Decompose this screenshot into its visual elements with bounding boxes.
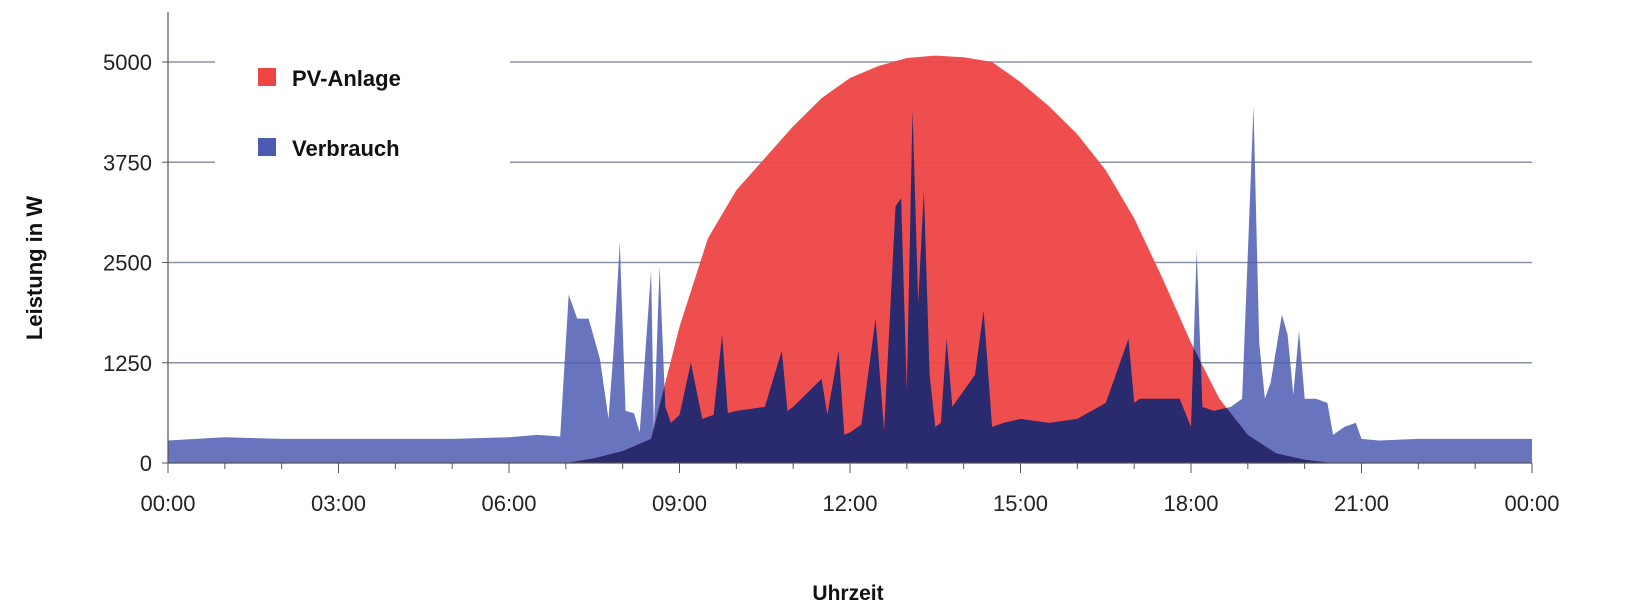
x-tick-label: 00:00 <box>1504 491 1559 516</box>
x-tick-label: 03:00 <box>311 491 366 516</box>
legend-label-pv-anlage: PV-Anlage <box>292 66 401 91</box>
x-tick-label: 18:00 <box>1163 491 1218 516</box>
x-tick-label: 21:00 <box>1334 491 1389 516</box>
legend-swatch-verbrauch <box>258 138 276 156</box>
x-tick-label: 06:00 <box>481 491 536 516</box>
y-tick-label: 5000 <box>103 50 152 75</box>
y-tick-label: 2500 <box>103 251 152 276</box>
x-tick-label: 15:00 <box>993 491 1048 516</box>
x-axis-title: Uhrzeit <box>812 582 883 605</box>
y-tick-label: 0 <box>140 451 152 476</box>
legend: PV-Anlage Verbrauch <box>215 42 510 182</box>
x-tick-label: 12:00 <box>822 491 877 516</box>
y-tick-label: 3750 <box>103 150 152 175</box>
x-tick-label: 00:00 <box>140 491 195 516</box>
y-tick-label: 1250 <box>103 351 152 376</box>
area-pv-anlage <box>565 55 1334 463</box>
y-axis-title: Leistung in W <box>22 196 47 340</box>
x-tick-label: 09:00 <box>652 491 707 516</box>
legend-background <box>215 42 510 182</box>
legend-swatch-pv-anlage <box>258 68 276 86</box>
legend-label-verbrauch: Verbrauch <box>292 136 400 161</box>
axes: 0 1250 2500 3750 5000 00:00 03:00 06:00 09:00 12:… <box>103 12 1560 516</box>
plot-area <box>168 55 1532 463</box>
